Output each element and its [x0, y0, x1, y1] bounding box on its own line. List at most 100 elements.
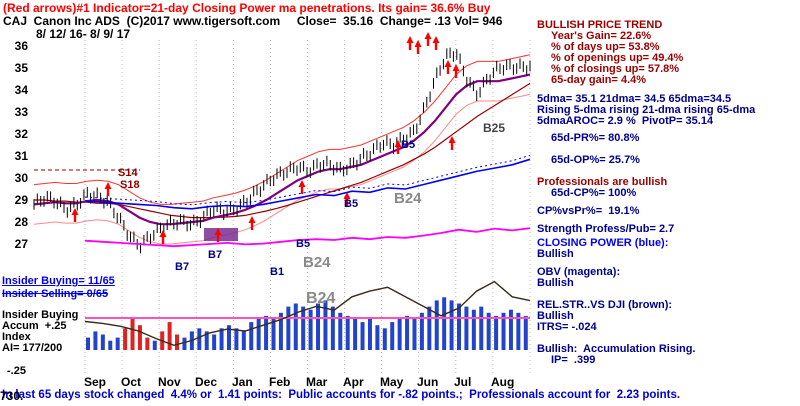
- buy-arrow-icon: [414, 40, 422, 47]
- panel-line: 65d-OP%= 25.7%: [551, 154, 640, 166]
- price-axis-label: 33: [15, 105, 29, 119]
- closing-power-line: [84, 158, 531, 210]
- price-axis-label: 36: [15, 39, 29, 53]
- accum-bar: [301, 306, 306, 350]
- accum-bar: [219, 328, 224, 350]
- chart-annotation: S14: [118, 167, 138, 179]
- obv-line: [84, 227, 531, 248]
- chart-annotation: B24: [394, 190, 422, 207]
- closing-power-dotted-line: [84, 154, 531, 206]
- buy-arrow-icon: [106, 188, 110, 196]
- panel-line: CLOSING POWER (blue):: [537, 237, 669, 249]
- price-axis-label: 27: [15, 237, 29, 251]
- accum-index-label: Index: [2, 331, 31, 343]
- month-label: Feb: [269, 375, 290, 389]
- insider-selling-ratio-label: Insider Selling= 0/65: [2, 288, 109, 300]
- price-axis-label: 30: [15, 171, 29, 185]
- accum-bar: [419, 312, 424, 350]
- month-label: Nov: [158, 375, 181, 389]
- accum-bar: [93, 331, 98, 350]
- panel-line: % of days up= 53.8%: [551, 41, 660, 53]
- buy-arrow-icon: [298, 180, 306, 187]
- panel-line: Bullish: Accumulation Rising.: [537, 343, 696, 355]
- chart-annotation: S18: [120, 179, 140, 191]
- price-axis-label: 29: [15, 193, 29, 207]
- stray-scale-label: 730.: [0, 389, 24, 403]
- month-label: Sep: [84, 375, 106, 389]
- panel-line: OBV (magenta):: [537, 266, 621, 278]
- accum-bar: [516, 312, 521, 350]
- price-axis-label: 32: [15, 127, 29, 141]
- buy-arrow-icon: [416, 46, 420, 54]
- buy-arrow-icon: [71, 208, 79, 215]
- buy-arrow-icon: [446, 66, 450, 74]
- month-label: Jul: [454, 375, 471, 389]
- accum-bar: [182, 337, 187, 350]
- price-axis-label: 35: [15, 61, 29, 75]
- panel-line: Professionals are bullish: [537, 176, 668, 188]
- buy-arrow-icon: [454, 70, 458, 78]
- panel-line: % of openings up= 49.4%: [551, 52, 684, 64]
- accum-bar: [382, 328, 387, 350]
- chart-annotation: B24: [303, 254, 331, 271]
- panel-line: 65d-PR%= 80.8%: [551, 132, 640, 144]
- panel-line: REL.STR..VS DJI (brown):: [537, 299, 673, 311]
- accum-bar: [479, 306, 484, 350]
- month-label: Apr: [343, 375, 364, 389]
- buy-arrow-icon: [396, 146, 400, 154]
- buy-arrow-icon: [448, 136, 456, 143]
- buy-arrow-icon: [345, 198, 349, 206]
- accum-bar: [412, 319, 417, 350]
- buy-arrow-icon: [300, 186, 304, 194]
- price-axis-label: 31: [15, 149, 29, 163]
- month-label: Jan: [232, 375, 253, 389]
- month-label: Jun: [417, 375, 438, 389]
- accum-bar: [278, 312, 283, 350]
- accum-bar: [501, 312, 506, 350]
- chart-annotation: B5: [344, 198, 358, 210]
- accum-bar: [323, 300, 328, 350]
- month-label: May: [380, 375, 404, 389]
- buy-arrow-icon: [406, 36, 414, 43]
- accum-bar: [494, 315, 499, 350]
- accum-bar: [367, 319, 372, 350]
- buy-arrow-icon: [424, 32, 432, 39]
- panel-line: Bullish: [537, 277, 574, 289]
- accum-bar: [397, 319, 402, 350]
- indicator-headline: (Red arrows)#1 Indicator=21-day Closing …: [3, 1, 491, 15]
- accum-bar: [145, 337, 150, 350]
- accum-bar: [486, 312, 491, 350]
- ticker-title-line: CAJ Canon Inc ADS (C)2017 www.tigersoft.…: [3, 14, 503, 28]
- chart-annotation: B25: [483, 121, 505, 135]
- accum-bar: [130, 319, 135, 350]
- buy-arrow-icon: [214, 228, 222, 235]
- buy-arrow-icon: [159, 230, 167, 237]
- accum-bar: [152, 340, 157, 350]
- accum-bar: [508, 309, 513, 350]
- accum-bar: [241, 331, 246, 350]
- buy-arrow-icon: [73, 214, 77, 222]
- accum-bar: [86, 337, 90, 350]
- chart-annotation: B7: [175, 261, 189, 273]
- accum-bar: [375, 325, 380, 350]
- chart-annotation: B5: [401, 139, 415, 151]
- buy-arrow-icon: [434, 42, 438, 50]
- month-label: Mar: [306, 375, 328, 389]
- accum-bar: [197, 328, 202, 350]
- panel-line: BULLISH PRICE TREND: [537, 19, 663, 31]
- upper-band-line: [33, 54, 531, 205]
- accum-bar: [234, 328, 239, 350]
- accum-scale-top-label: Accum +.25: [2, 320, 67, 332]
- price-axis-label: 34: [15, 83, 29, 97]
- panel-line: 5dmaAROC= 2.9 % PivotP= 35.14: [537, 115, 714, 127]
- insider-buying-ratio-label: Insider Buying= 11/65: [2, 275, 115, 287]
- ma65-line: [34, 82, 531, 219]
- accum-bar: [338, 312, 343, 350]
- accum-bar: [360, 322, 365, 350]
- buy-arrow-icon: [432, 36, 440, 43]
- accum-bar: [457, 303, 461, 350]
- accum-bar: [175, 334, 180, 350]
- month-label: Aug: [491, 375, 514, 389]
- price-axis-label: 28: [15, 215, 29, 229]
